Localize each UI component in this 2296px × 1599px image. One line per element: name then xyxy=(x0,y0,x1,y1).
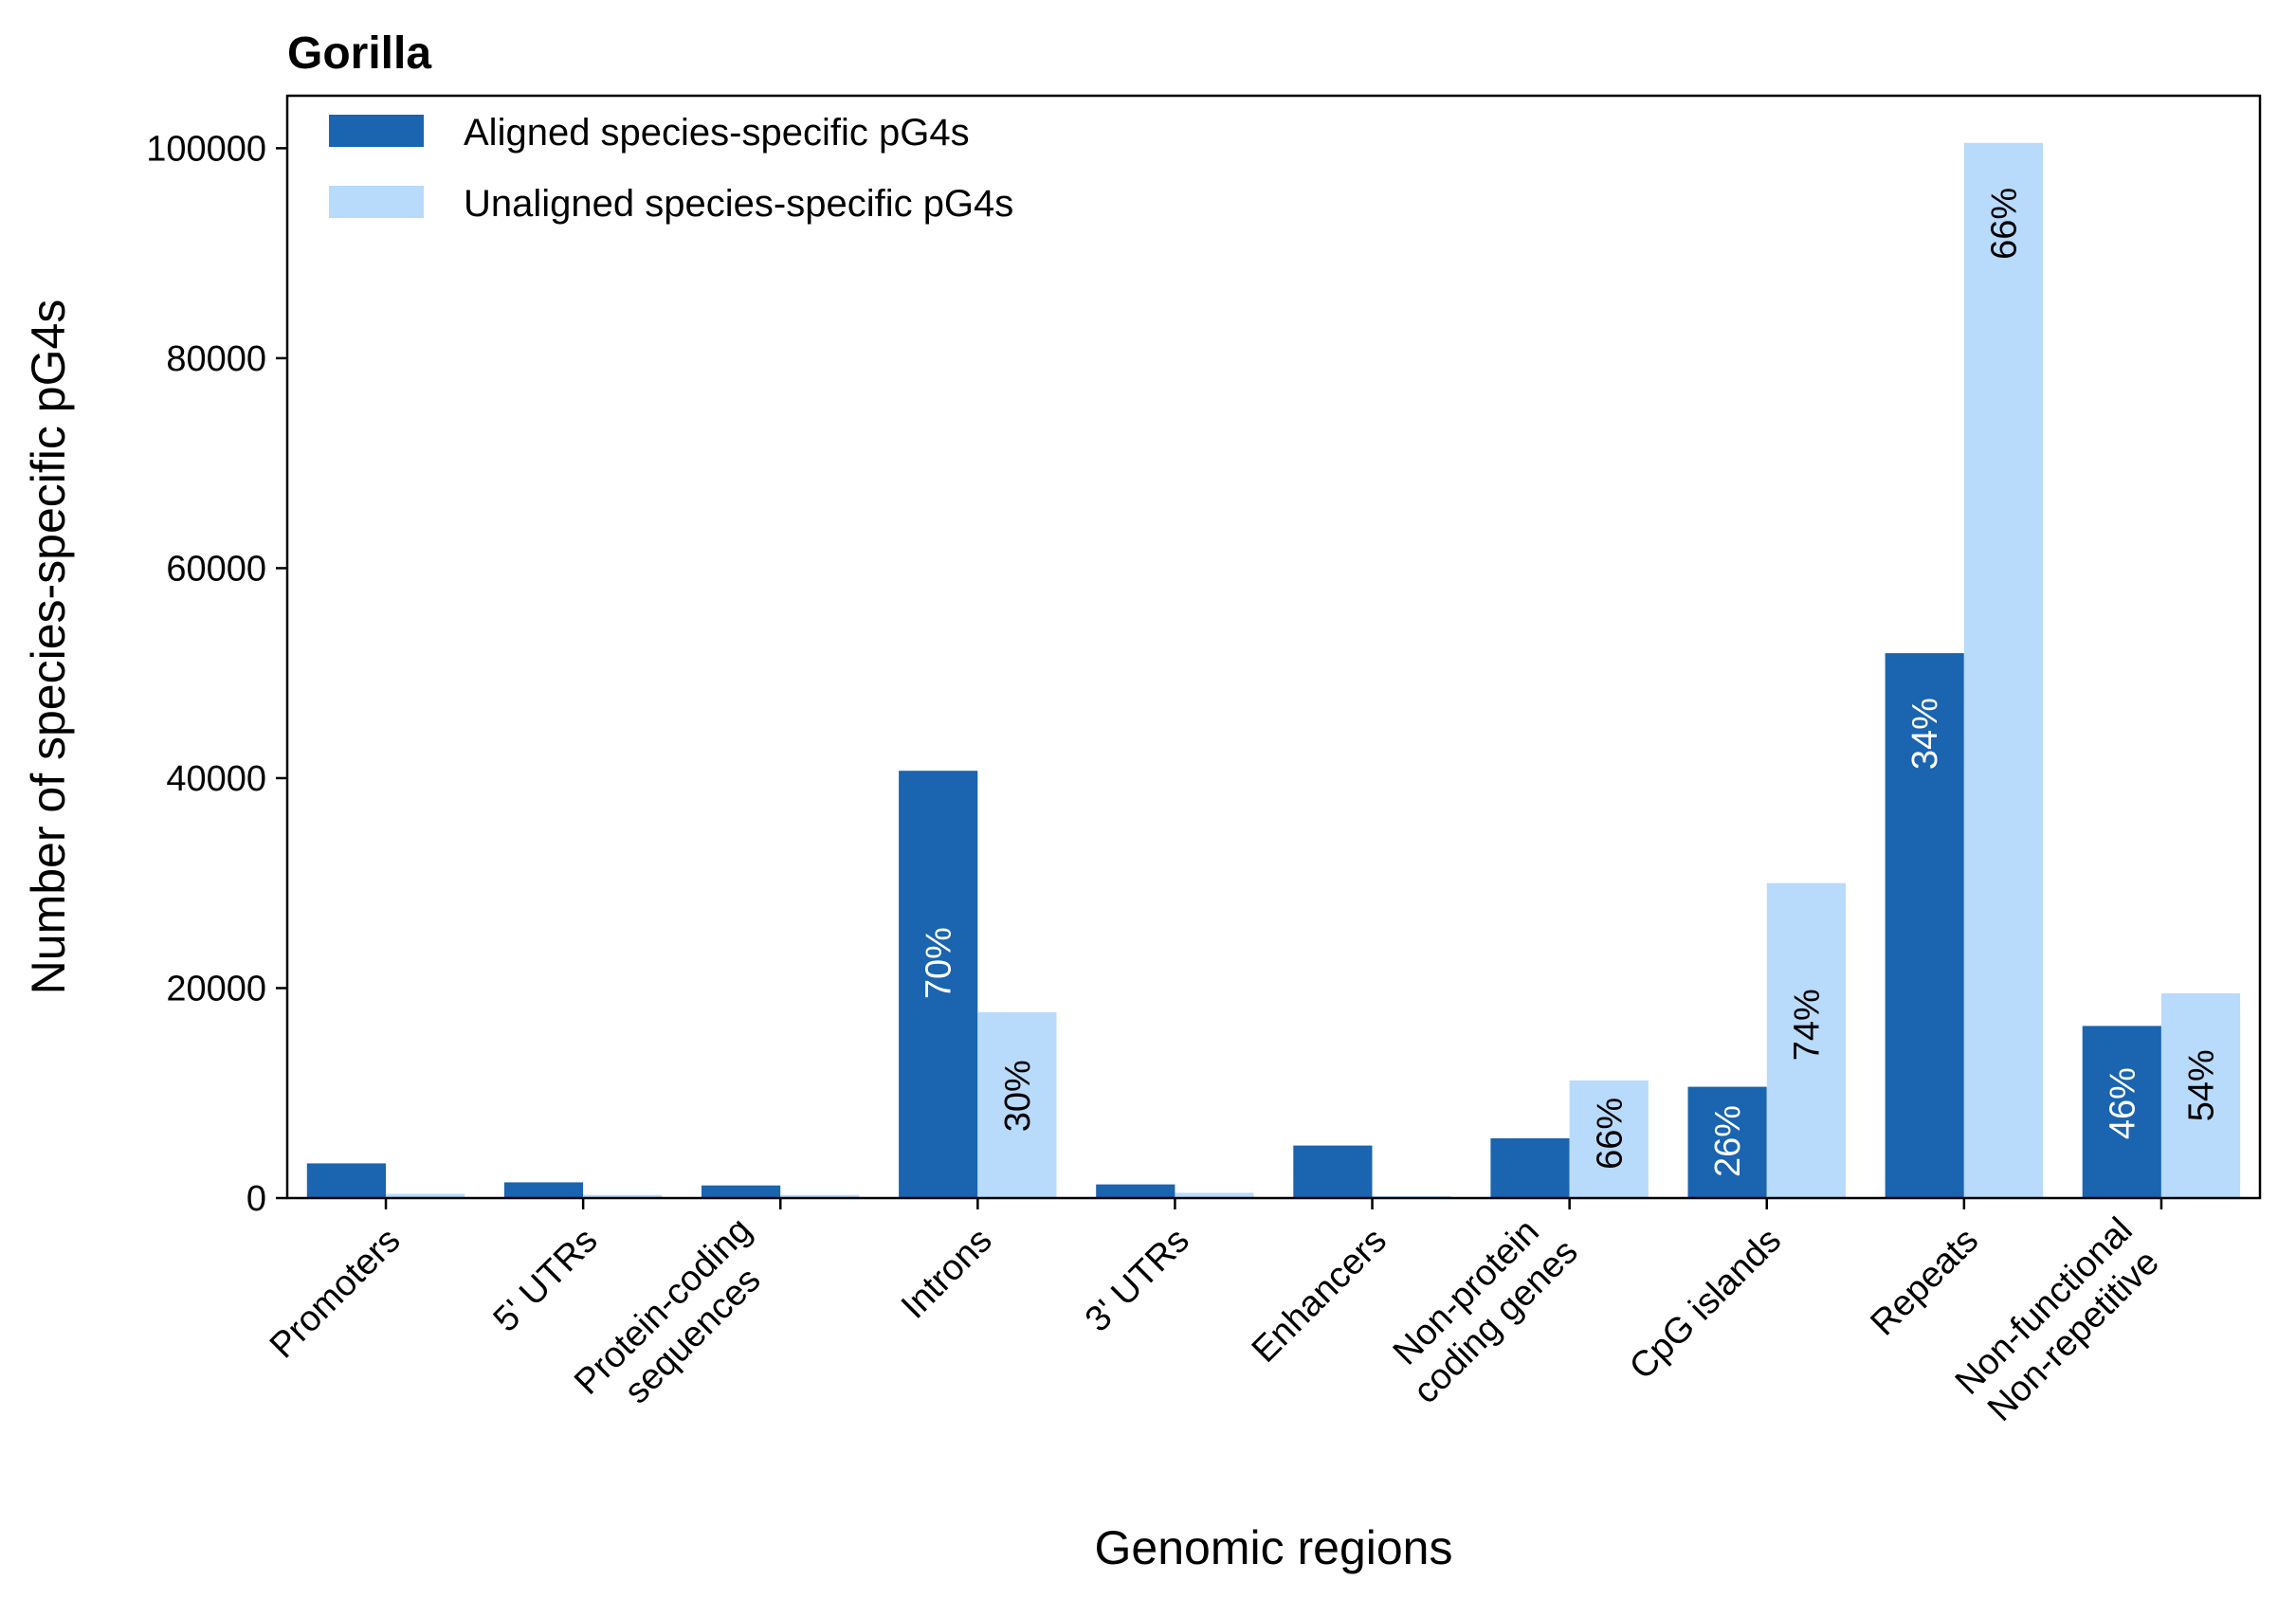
x-tick-label-line: Repeats xyxy=(1863,1221,1986,1344)
bar-percent-label: 46% xyxy=(2103,1067,2142,1139)
bar-unaligned-2 xyxy=(780,1194,860,1198)
bar-percent-label: 74% xyxy=(1787,989,1827,1061)
x-tick-label: Protein-codingsequences xyxy=(567,1210,789,1432)
y-tick-label: 60000 xyxy=(166,549,266,589)
bar-aligned-1 xyxy=(503,1182,584,1198)
bar-aligned-3 xyxy=(899,771,978,1198)
x-tick-label-line: Introns xyxy=(894,1221,1000,1327)
bar-unaligned-4 xyxy=(1175,1192,1254,1198)
bar-percent-label: 54% xyxy=(2182,1049,2222,1121)
y-tick-label: 100000 xyxy=(146,129,266,169)
y-tick-label: 20000 xyxy=(166,969,266,1008)
x-tick-label: 5' UTRs xyxy=(486,1221,606,1340)
x-tick-label-line: Promoters xyxy=(263,1221,409,1367)
bar-aligned-8 xyxy=(1885,653,1964,1198)
x-tick-label-line: Enhancers xyxy=(1245,1221,1394,1371)
plot-frame xyxy=(285,94,2262,1200)
bar-percent-label: 70% xyxy=(920,927,959,999)
bar-unaligned-0 xyxy=(386,1193,465,1198)
y-tick-label: 0 xyxy=(246,1179,266,1219)
x-tick-label-line: 3' UTRs xyxy=(1078,1221,1197,1340)
bar-unaligned-7 xyxy=(1766,882,1846,1198)
x-tick-label: Repeats xyxy=(1863,1221,1986,1344)
x-tick-label: Promoters xyxy=(263,1221,409,1367)
legend-swatch xyxy=(329,186,424,218)
legend-swatch xyxy=(329,115,424,147)
bar-unaligned-1 xyxy=(583,1194,663,1198)
bar-aligned-9 xyxy=(2082,1026,2161,1198)
bar-aligned-0 xyxy=(306,1163,386,1198)
y-axis-title: Number of species-specific pG4s xyxy=(22,300,75,995)
bar-unaligned-6 xyxy=(1569,1080,1649,1198)
bar-aligned-7 xyxy=(1687,1086,1767,1198)
x-tick-label: 3' UTRs xyxy=(1078,1221,1197,1340)
x-tick-label: Enhancers xyxy=(1245,1221,1394,1371)
x-tick-label: Introns xyxy=(894,1221,1000,1327)
bar-unaligned-8 xyxy=(1963,142,2043,1198)
bar-aligned-6 xyxy=(1490,1137,1570,1198)
bar-percent-label: 34% xyxy=(1905,698,1945,770)
bar-aligned-5 xyxy=(1293,1145,1373,1198)
legend-label: Aligned species-specific pG4s xyxy=(464,112,970,154)
bar-unaligned-3 xyxy=(977,1012,1057,1198)
x-tick-label: CpG islands xyxy=(1622,1221,1789,1388)
bar-aligned-4 xyxy=(1096,1184,1175,1198)
bar-percent-label: 26% xyxy=(1708,1105,1748,1177)
chart-title: Gorilla xyxy=(287,28,431,79)
bar-percent-label: 30% xyxy=(998,1060,1038,1132)
x-axis-title: Genomic regions xyxy=(1095,1521,1453,1574)
x-tick-label: Non-proteincoding genes xyxy=(1376,1203,1586,1412)
legend-label: Unaligned species-specific pG4s xyxy=(464,183,1013,225)
x-tick-label: Non-functionalNon-repetitive xyxy=(1948,1210,2170,1432)
x-tick-label-line: 5' UTRs xyxy=(486,1221,606,1340)
y-tick-label: 80000 xyxy=(166,339,266,379)
bar-percent-label: 66% xyxy=(1590,1098,1630,1170)
bar-aligned-2 xyxy=(702,1185,781,1198)
y-tick-label: 40000 xyxy=(166,759,266,799)
bar-unaligned-9 xyxy=(2160,993,2241,1198)
bar-percent-label: 66% xyxy=(1985,188,2025,260)
x-tick-label-line: CpG islands xyxy=(1622,1221,1789,1388)
